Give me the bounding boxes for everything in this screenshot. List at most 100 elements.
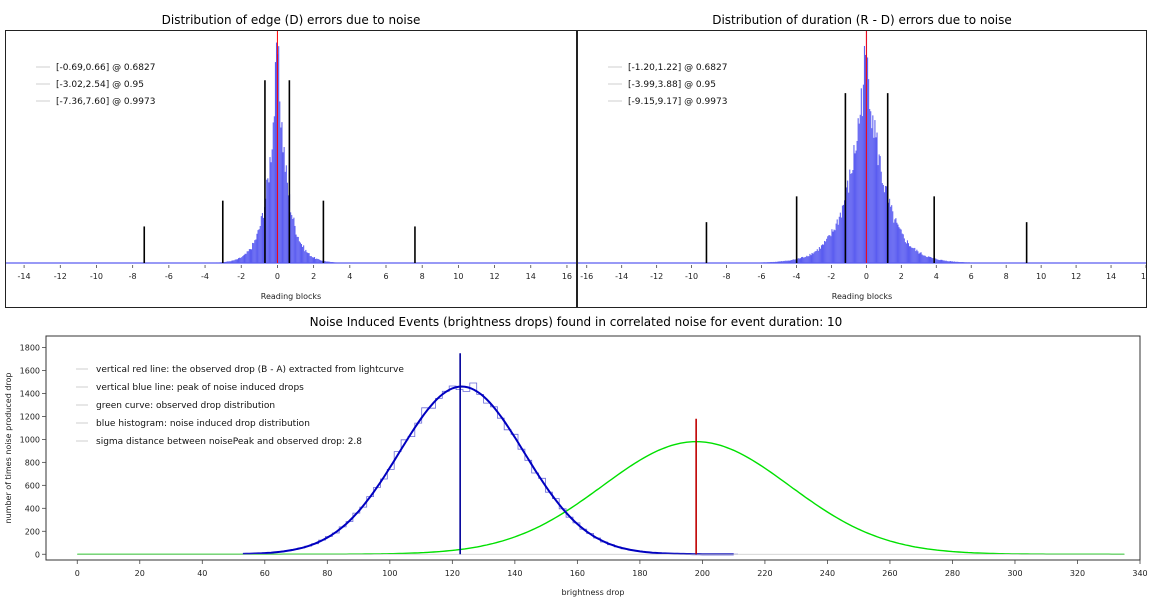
hist-bar — [772, 261, 774, 263]
x-tick-label: 2 — [311, 272, 316, 281]
hist-bar — [960, 262, 962, 263]
hist-bar — [821, 244, 824, 263]
x-ticks: 0 20 40 60 80 100 120 140 160 180 200 220 240 260 280 3… — [75, 560, 1148, 578]
x-tick-label: -14 — [18, 272, 31, 281]
hist-bar — [912, 247, 914, 263]
y-tick-label: 1200 — [20, 412, 40, 421]
hist-bar — [910, 246, 912, 263]
hist-bar — [952, 261, 954, 263]
hist-bar — [880, 171, 882, 263]
hist-bar — [935, 258, 937, 263]
x-tick-label: 6 — [969, 272, 974, 281]
hist-bar — [271, 149, 273, 263]
hist-bar — [232, 260, 234, 263]
blue-histogram — [242, 382, 738, 555]
x-tick-label: 280 — [945, 569, 960, 578]
hist-bar — [858, 123, 860, 263]
chart-title-noise-events: Noise Induced Events (brightness drops) … — [309, 315, 843, 329]
hist-bar — [953, 261, 955, 263]
hist-bar — [788, 260, 790, 263]
hist-bar — [318, 259, 320, 263]
hist-bar — [909, 246, 911, 263]
x-tick-label: -8 — [129, 272, 137, 281]
hist-bar — [901, 233, 903, 263]
hist-bar — [965, 262, 967, 263]
legend: vertical red line: the observed drop (B … — [76, 365, 404, 447]
x-tick-label: 16 — [562, 272, 572, 281]
hist-bar — [296, 236, 298, 263]
hist-bar — [768, 262, 770, 263]
duration-error-histogram: -16 -14 -12 -10 -8 -6 -4 -2 0 2 4 6 8 10 12 14 16 Reading… — [578, 27, 1151, 301]
legend-entry: vertical blue line: peak of noise induce… — [96, 383, 304, 393]
x-tick-label: 200 — [695, 569, 710, 578]
hist-bar — [840, 217, 842, 263]
hist-bar — [861, 116, 863, 264]
legend-entry: [-1.20,1.22] @ 0.6827 — [628, 63, 727, 73]
hist-bar — [216, 262, 218, 263]
hist-bar — [907, 243, 910, 263]
hist-bar — [298, 241, 300, 263]
hist-bar — [920, 252, 922, 263]
histogram-bars — [759, 27, 970, 264]
hist-bar — [335, 262, 337, 263]
hist-bar — [849, 169, 851, 263]
hist-bar — [793, 259, 795, 263]
hist-bar — [914, 247, 916, 263]
hist-bar — [923, 255, 925, 263]
hist-bar — [234, 259, 236, 263]
hist-bar — [308, 253, 310, 263]
x-axis-label: Reading blocks — [261, 292, 321, 301]
x-tick-label: 14 — [526, 272, 536, 281]
hist-bar — [305, 249, 307, 263]
hist-bar — [956, 261, 958, 263]
hist-bar — [847, 180, 849, 263]
hist-bar — [252, 242, 254, 263]
y-tick-label: 1400 — [20, 389, 40, 398]
hist-bar — [964, 262, 966, 263]
hist-bar — [959, 262, 961, 263]
hist-bar — [799, 258, 802, 263]
hist-bar — [270, 162, 272, 263]
chart-panel-edge: -14 -12 -10 -8 -6 -4 -2 0 2 4 6 8 10 12 14 16 Reading bl… — [5, 30, 577, 308]
hist-bar — [836, 219, 838, 263]
hist-bar — [249, 249, 252, 263]
hist-bar — [968, 262, 970, 263]
x-tick-label: -10 — [685, 272, 698, 281]
hist-bar — [833, 229, 835, 263]
hist-bar — [293, 217, 295, 263]
hist-bar — [830, 236, 832, 263]
hist-bar — [257, 230, 259, 263]
hist-bar — [911, 247, 913, 263]
x-tick-label: 0 — [75, 569, 80, 578]
hist-bar — [945, 260, 947, 263]
hist-bar — [839, 212, 841, 263]
hist-bar — [817, 250, 819, 263]
hist-bar — [233, 260, 235, 263]
hist-bar — [856, 140, 858, 263]
hist-bar — [764, 262, 766, 263]
hist-bar — [954, 261, 956, 263]
hist-bar — [915, 251, 917, 263]
hist-bar — [958, 261, 960, 263]
hist-bar — [867, 57, 869, 263]
hist-bar — [890, 206, 892, 263]
hist-bar — [292, 218, 294, 263]
y-tick-label: 1600 — [20, 366, 40, 375]
hist-bar — [967, 262, 969, 263]
hist-bar — [312, 257, 314, 263]
hist-bar — [280, 127, 282, 263]
hist-bar — [228, 261, 230, 263]
x-tick-label: 300 — [1007, 569, 1022, 578]
hist-bar — [876, 132, 878, 263]
x-tick-label: 2 — [899, 272, 904, 281]
hist-bar — [888, 202, 890, 263]
x-tick-label: 140 — [507, 569, 522, 578]
hist-bar — [894, 219, 896, 263]
hist-bar — [244, 253, 246, 263]
hist-bar — [763, 262, 765, 263]
hist-bar — [927, 256, 929, 263]
edge-error-histogram: -14 -12 -10 -8 -6 -4 -2 0 2 4 6 8 10 12 14 16 Reading bl… — [6, 31, 576, 301]
hist-bar — [819, 248, 821, 263]
hist-bar — [243, 255, 245, 263]
hist-bar — [333, 262, 335, 263]
